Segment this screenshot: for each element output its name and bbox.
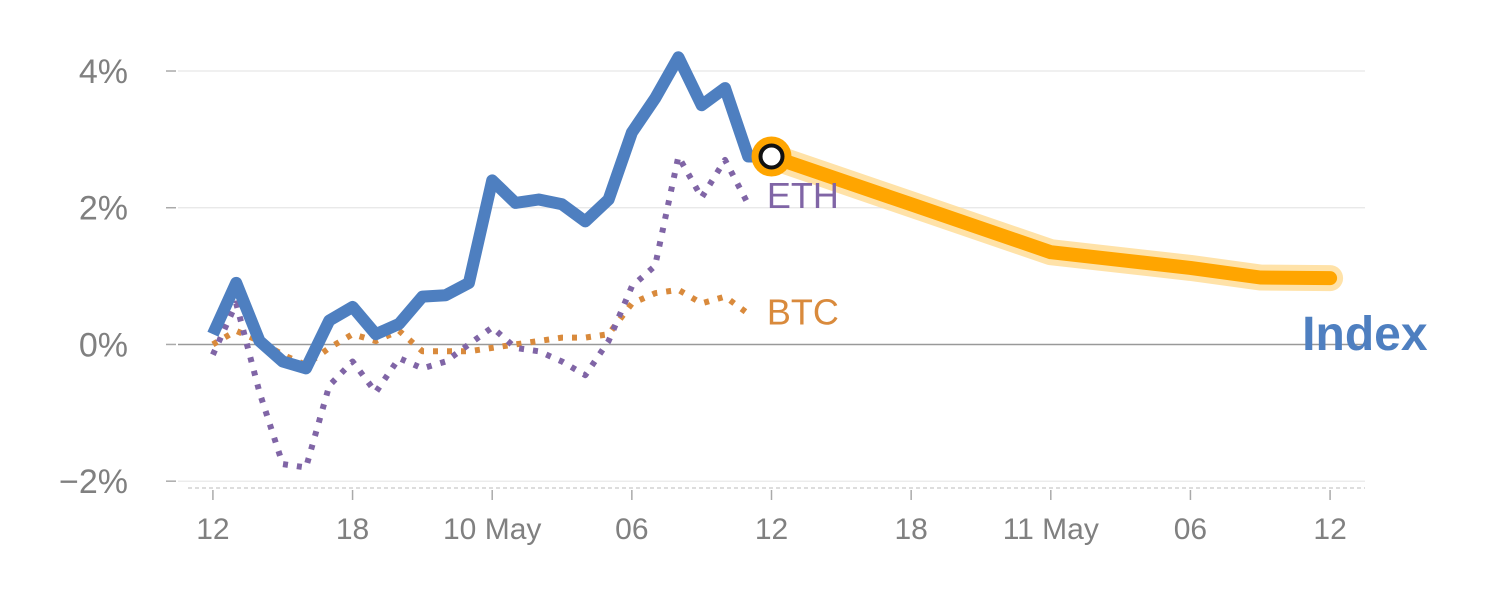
eth-series-line: [210, 153, 751, 471]
grid-layer: [178, 70, 1365, 489]
btc-series-label: BTC: [767, 291, 839, 332]
y-tick-label: 4%: [79, 53, 128, 91]
x-tick-label: 06: [615, 513, 648, 546]
x-tick-label: 18: [336, 513, 369, 546]
label-layer: ETH BTC Index: [767, 175, 1428, 361]
x-tick-label: 12: [196, 513, 229, 546]
x-tick-label: 12: [755, 513, 788, 546]
y-tick-label: −2%: [59, 463, 128, 501]
current-point-marker: [758, 143, 785, 170]
forecast-band-line: [764, 149, 1338, 286]
eth-series-label: ETH: [767, 175, 839, 216]
index-series-line: [207, 51, 772, 375]
y-tick-label: 0%: [79, 326, 128, 364]
x-tick-label: 18: [894, 513, 927, 546]
x-tick-label: 12: [1313, 513, 1346, 546]
axis-layer: 4% 2% 0% −2% 12 18 10 May 06 12 18 11 May 06 12: [59, 53, 1347, 546]
y-tick-label: 2%: [79, 190, 128, 228]
series-layer: [207, 51, 1344, 471]
x-tick-label: 06: [1174, 513, 1207, 546]
btc-series-line: [211, 286, 750, 368]
forecast-band-halo: [758, 143, 1344, 292]
x-tick-label: 10 May: [443, 513, 541, 546]
x-tick-label: 11 May: [1003, 513, 1099, 546]
index-series-label: Index: [1302, 308, 1428, 361]
